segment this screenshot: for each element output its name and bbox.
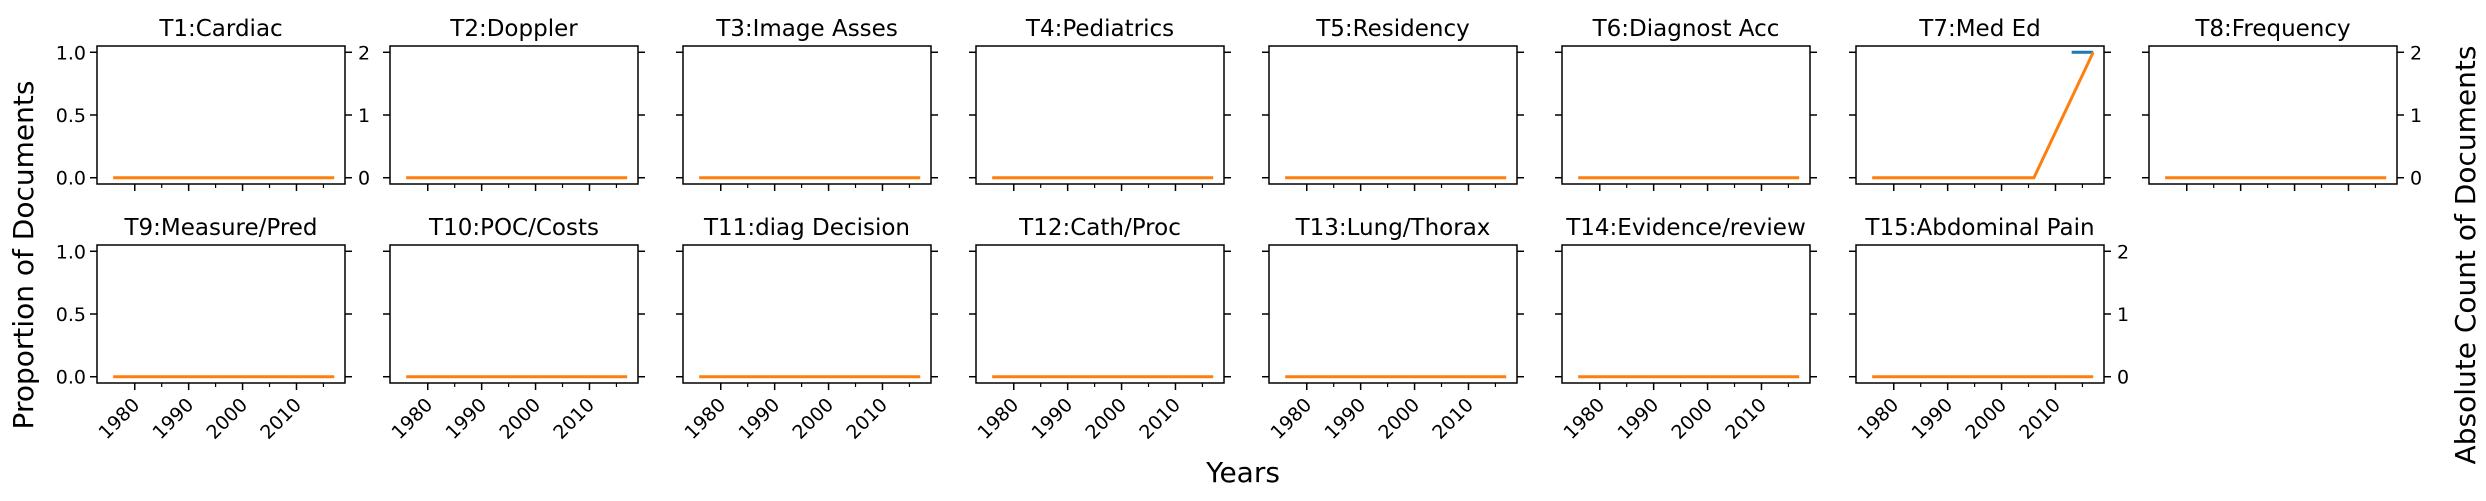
panel-15-xtick-label-3: 2010 bbox=[2015, 394, 2065, 444]
panel-15-xtick-label-2: 2000 bbox=[1961, 394, 2011, 444]
panel-6-frame bbox=[1561, 45, 1811, 185]
panel-2-title: T2:Doppler bbox=[449, 16, 578, 42]
panel-1-title: T1:Cardiac bbox=[158, 16, 282, 42]
panel-7-title: T7:Med Ed bbox=[1918, 16, 2040, 42]
panel-11-xtick-label-2: 2000 bbox=[788, 394, 838, 444]
panel-8-title: T8:Frequency bbox=[2194, 16, 2350, 42]
panel-9-title: T9:Measure/Pred bbox=[123, 215, 317, 241]
panel-13-xtick-label-2: 2000 bbox=[1374, 394, 1424, 444]
panel-1-ytick-right-label-0: 0 bbox=[358, 168, 370, 190]
panel-15-ytick-right-label-2: 2 bbox=[2117, 241, 2129, 263]
panel-15-ytick-right-label-1: 1 bbox=[2117, 304, 2129, 326]
panel-11: T11:diag Decision 1980 1990 2000 2010 bbox=[676, 215, 938, 444]
panel-7: T7:Med Ed bbox=[1849, 16, 2111, 191]
panel-9-xtick-label-3: 2010 bbox=[256, 394, 306, 444]
panel-14-xtick-label-3: 2010 bbox=[1721, 394, 1771, 444]
panel-15: T15:Abdominal Pain 0 1 2 1980 1990 2000 2010 bbox=[1849, 215, 2129, 444]
panel-10: T10:POC/Costs 1980 1990 2000 2010 bbox=[383, 215, 645, 444]
panel-1-ytick-right-label-2: 2 bbox=[358, 42, 370, 64]
panel-9-ytick-left-label-2: 1.0 bbox=[56, 241, 86, 263]
panel-6: T6:Diagnost Acc bbox=[1555, 16, 1817, 191]
panel-14-frame bbox=[1561, 244, 1811, 384]
panel-1-ytick-left-label-1: 0.5 bbox=[56, 105, 86, 127]
panel-13-xtick-label-3: 2010 bbox=[1428, 394, 1478, 444]
panel-3-title: T3:Image Asses bbox=[715, 16, 898, 42]
panel-8-ytick-right-label-2: 2 bbox=[2410, 42, 2422, 64]
panel-4-frame bbox=[975, 45, 1225, 185]
panel-10-frame bbox=[389, 244, 639, 384]
panel-12-frame bbox=[975, 244, 1225, 384]
panel-6-title: T6:Diagnost Acc bbox=[1592, 16, 1780, 42]
panel-10-xtick-label-3: 2010 bbox=[549, 394, 599, 444]
panel-14-xtick-label-0: 1980 bbox=[1560, 394, 1610, 444]
panel-12-xtick-label-3: 2010 bbox=[1135, 394, 1185, 444]
panel-11-title: T11:diag Decision bbox=[703, 215, 910, 241]
panel-8-frame bbox=[2148, 45, 2398, 185]
panel-3: T3:Image Asses bbox=[676, 16, 938, 191]
panel-14-xtick-label-2: 2000 bbox=[1667, 394, 1717, 444]
panel-15-xtick-label-0: 1980 bbox=[1854, 394, 1904, 444]
panel-11-frame bbox=[682, 244, 932, 384]
figure-xlabel: Years bbox=[1205, 456, 1280, 489]
panel-4: T4:Pediatrics bbox=[969, 16, 1231, 191]
panel-15-frame bbox=[1855, 244, 2105, 384]
panel-1-ytick-left-label-2: 1.0 bbox=[56, 42, 86, 64]
panel-15-title: T15:Abdominal Pain bbox=[1864, 215, 2094, 241]
panel-9: T9:Measure/Pred 0.0 0.5 1.0 1980 1990 2000 2010 bbox=[56, 215, 352, 444]
panel-12-xtick-label-0: 1980 bbox=[974, 394, 1024, 444]
panel-10-title: T10:POC/Costs bbox=[428, 215, 599, 241]
panel-12-xtick-label-2: 2000 bbox=[1081, 394, 1131, 444]
panel-11-xtick-label-0: 1980 bbox=[681, 394, 731, 444]
figure-ylabel-right: Absolute Count of Documents bbox=[2449, 46, 2482, 465]
panel-10-xtick-label-2: 2000 bbox=[495, 394, 545, 444]
panel-12-xtick-label-1: 1990 bbox=[1027, 394, 1077, 444]
panel-1-ytick-right-label-1: 1 bbox=[358, 105, 370, 127]
panel-9-xtick-label-1: 1990 bbox=[148, 394, 198, 444]
panel-10-xtick-label-1: 1990 bbox=[441, 394, 491, 444]
panel-11-xtick-label-3: 2010 bbox=[842, 394, 892, 444]
panel-8-ytick-right-label-1: 1 bbox=[2410, 105, 2422, 127]
panel-13: T13:Lung/Thorax 1980 1990 2000 2010 bbox=[1262, 215, 1524, 444]
panel-4-title: T4:Pediatrics bbox=[1025, 16, 1174, 42]
panel-12-title: T12:Cath/Proc bbox=[1018, 215, 1181, 241]
panel-10-xtick-label-0: 1980 bbox=[388, 394, 438, 444]
panel-9-xtick-label-2: 2000 bbox=[202, 394, 252, 444]
panel-2-frame bbox=[389, 45, 639, 185]
figure-ylabel-left: Proportion of Documents bbox=[7, 81, 40, 430]
panel-15-ytick-right-label-0: 0 bbox=[2117, 367, 2129, 389]
panel-12: T12:Cath/Proc 1980 1990 2000 2010 bbox=[969, 215, 1231, 444]
panel-9-frame bbox=[96, 244, 346, 384]
panel-11-xtick-label-1: 1990 bbox=[734, 394, 784, 444]
panel-1-frame bbox=[96, 45, 346, 185]
panel-1: T1:Cardiac 0.0 0.5 1.0 0 1 2 bbox=[56, 16, 370, 191]
panel-9-ytick-left-label-0: 0.0 bbox=[56, 367, 86, 389]
panel-7-frame bbox=[1855, 45, 2105, 185]
panels-group: T1:Cardiac 0.0 0.5 1.0 0 1 2 T2:Doppler T3:Image… bbox=[56, 16, 2422, 444]
panel-3-frame bbox=[682, 45, 932, 185]
panel-9-xtick-label-0: 1980 bbox=[95, 394, 145, 444]
panel-13-xtick-label-0: 1980 bbox=[1267, 394, 1317, 444]
panel-8: T8:Frequency 0 1 2 bbox=[2142, 16, 2422, 191]
panel-2: T2:Doppler bbox=[383, 16, 645, 191]
panel-15-xtick-label-1: 1990 bbox=[1907, 394, 1957, 444]
panel-7-series-count bbox=[1872, 51, 2095, 180]
panel-1-ytick-left-label-0: 0.0 bbox=[56, 168, 86, 190]
panel-13-frame bbox=[1268, 244, 1518, 384]
panel-8-ytick-right-label-0: 0 bbox=[2410, 168, 2422, 190]
panel-5: T5:Residency bbox=[1262, 16, 1524, 191]
panel-14: T14:Evidence/review 1980 1990 2000 2010 bbox=[1555, 215, 1817, 444]
panel-14-title: T14:Evidence/review bbox=[1565, 215, 1806, 241]
panel-14-xtick-label-1: 1990 bbox=[1613, 394, 1663, 444]
panel-9-ytick-left-label-1: 0.5 bbox=[56, 304, 86, 326]
panel-13-title: T13:Lung/Thorax bbox=[1295, 215, 1491, 241]
panel-5-frame bbox=[1268, 45, 1518, 185]
panel-5-title: T5:Residency bbox=[1315, 16, 1470, 42]
panel-13-xtick-label-1: 1990 bbox=[1320, 394, 1370, 444]
